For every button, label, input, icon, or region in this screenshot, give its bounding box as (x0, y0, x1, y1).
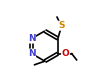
Text: N: N (28, 34, 36, 43)
Text: S: S (59, 21, 65, 30)
Text: O: O (62, 49, 69, 58)
Text: N: N (28, 49, 36, 58)
